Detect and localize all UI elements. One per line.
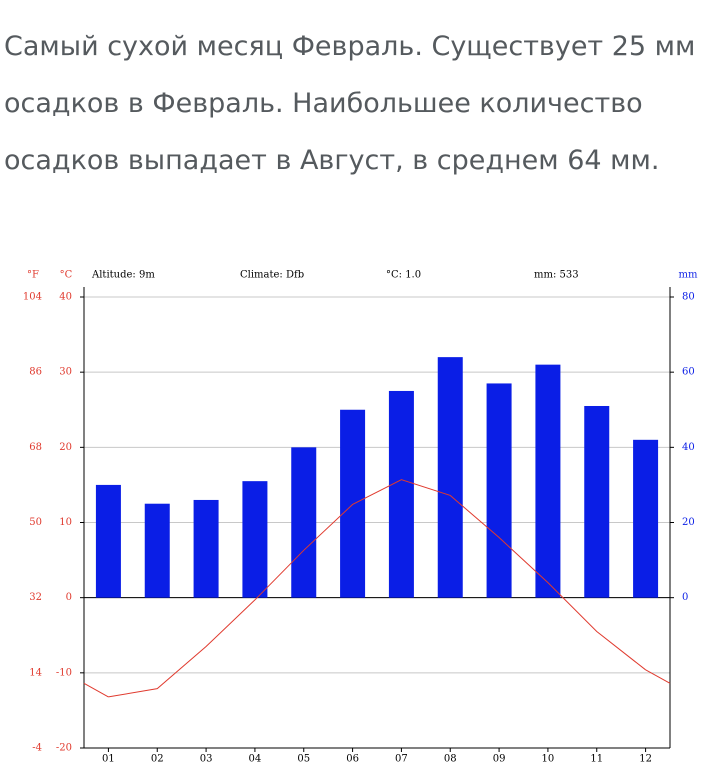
c-axis-label: °C bbox=[60, 270, 73, 281]
x-tick-label: 09 bbox=[493, 754, 506, 765]
x-tick-label: 07 bbox=[395, 754, 408, 765]
precip-bar bbox=[535, 364, 561, 598]
f-tick-label: 32 bbox=[29, 592, 42, 603]
y2-tick-label: 60 bbox=[682, 367, 695, 378]
f-tick-label: -4 bbox=[32, 743, 42, 754]
precip-bar bbox=[242, 481, 268, 598]
x-tick-label: 02 bbox=[151, 754, 164, 765]
y-tick-label: -10 bbox=[56, 667, 72, 678]
y-tick-label: 0 bbox=[66, 592, 72, 603]
altitude: Altitude: 9m bbox=[91, 270, 155, 281]
y-tick-label: 40 bbox=[59, 292, 72, 303]
precip-bar bbox=[193, 499, 219, 598]
precip-bar bbox=[340, 409, 366, 598]
f-tick-label: 68 bbox=[29, 442, 42, 453]
y-tick-label: 30 bbox=[59, 367, 72, 378]
precip-bar bbox=[144, 503, 170, 598]
f-axis-label: °F bbox=[27, 270, 39, 281]
precip-bar bbox=[584, 405, 610, 598]
y2-tick-label: 20 bbox=[682, 517, 695, 528]
mm-axis-label: mm bbox=[679, 270, 698, 281]
precip-bar bbox=[486, 383, 512, 598]
precip-bar bbox=[388, 390, 414, 598]
f-tick-label: 14 bbox=[29, 667, 42, 678]
x-tick-label: 06 bbox=[346, 754, 359, 765]
f-tick-label: 104 bbox=[23, 292, 42, 303]
precip-bar bbox=[633, 439, 659, 598]
precip-bar bbox=[291, 447, 317, 598]
description: Самый сухой месяц Февраль. Существует 25… bbox=[4, 31, 696, 176]
total-precip: mm: 533 bbox=[534, 270, 579, 281]
precip-bar bbox=[437, 357, 463, 598]
f-tick-label: 86 bbox=[29, 367, 42, 378]
x-tick-label: 03 bbox=[200, 754, 213, 765]
temp-line-wrap bbox=[83, 669, 671, 698]
x-tick-label: 08 bbox=[444, 754, 457, 765]
y-tick-label: 10 bbox=[59, 517, 72, 528]
x-tick-label: 05 bbox=[297, 754, 310, 765]
f-tick-label: 50 bbox=[29, 517, 42, 528]
y2-tick-label: 40 bbox=[682, 442, 695, 453]
precip-bar bbox=[95, 484, 121, 598]
x-tick-label: 01 bbox=[102, 754, 115, 765]
y2-tick-label: 0 bbox=[682, 592, 688, 603]
x-tick-label: 04 bbox=[249, 754, 262, 765]
y-tick-label: 20 bbox=[59, 442, 72, 453]
climate: Climate: Dfb bbox=[240, 270, 304, 281]
y2-tick-label: 80 bbox=[682, 292, 695, 303]
x-tick-label: 10 bbox=[542, 754, 555, 765]
mean-temp: °C: 1.0 bbox=[386, 270, 421, 281]
x-tick-label: 12 bbox=[639, 754, 652, 765]
y-tick-label: -20 bbox=[56, 743, 72, 754]
x-tick-label: 11 bbox=[590, 754, 603, 765]
temp-line bbox=[108, 479, 646, 698]
